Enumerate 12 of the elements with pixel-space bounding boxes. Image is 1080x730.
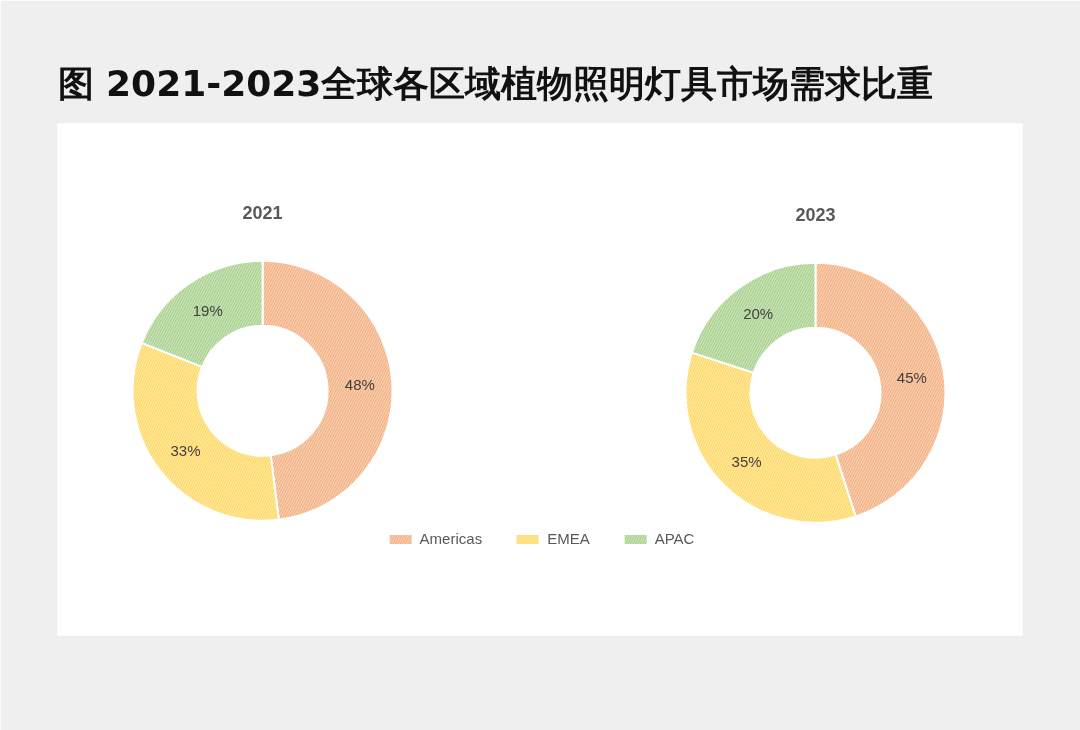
data-label: 35% — [731, 453, 762, 471]
legend-label: APAC — [654, 530, 695, 547]
data-label: 45% — [896, 369, 927, 387]
data-label: 19% — [192, 301, 223, 319]
chart-title: 图 2021-2023全球各区域植物照明灯具市场需求比重 — [57, 62, 934, 104]
data-label: 20% — [743, 305, 774, 323]
data-label: 48% — [344, 376, 375, 394]
chart-subtitle: 2021 — [242, 203, 283, 224]
legend-label: EMEA — [547, 530, 590, 547]
data-label: 33% — [170, 442, 201, 460]
legend-label: Americas — [419, 530, 483, 547]
chart-subtitle: 2023 — [795, 205, 836, 226]
